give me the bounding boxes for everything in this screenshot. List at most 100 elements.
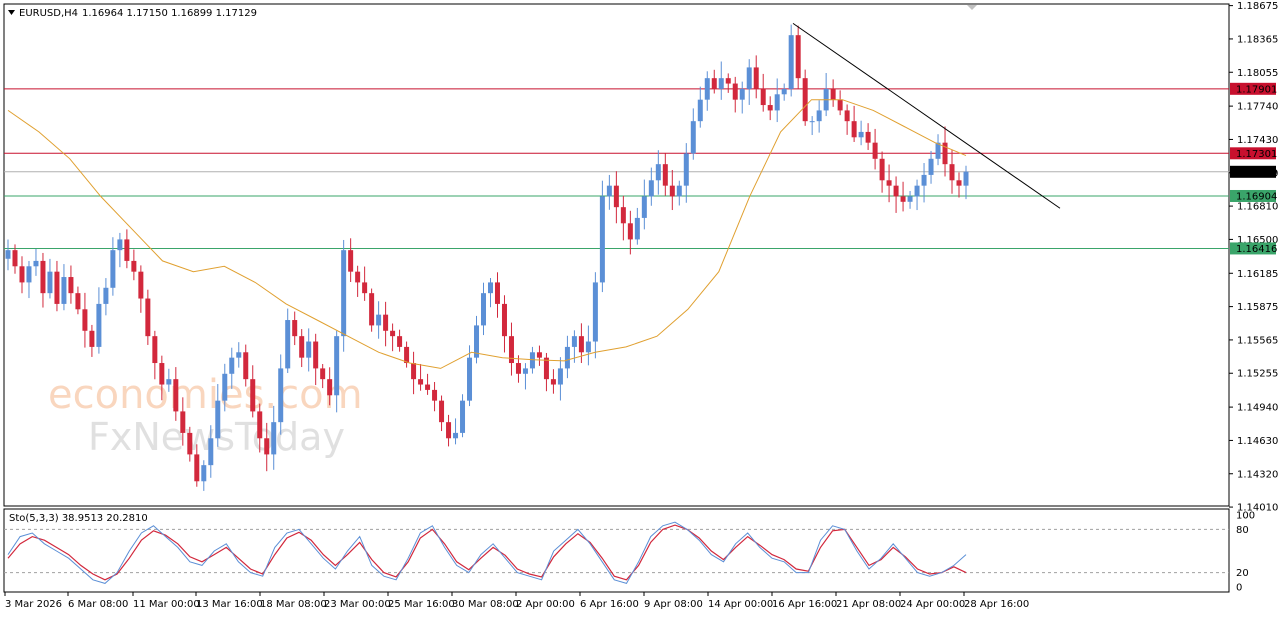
candle-body: [613, 185, 619, 208]
time-tick-label: 28 Apr 16:00: [964, 599, 1029, 610]
candle-body: [501, 303, 507, 337]
candle-body: [543, 357, 549, 380]
stoch-level-label: 20: [1236, 568, 1249, 579]
candle-body: [676, 185, 682, 197]
time-tick-label: 25 Mar 16:00: [388, 599, 455, 610]
time-tick-label: 16 Apr 16:00: [772, 599, 837, 610]
candle-body: [711, 78, 717, 89]
candle-body: [900, 196, 906, 202]
candle-body: [131, 260, 137, 272]
candle-body: [341, 250, 347, 337]
price-tick-label: 1.16185: [1237, 269, 1278, 280]
price-level-tags: 1.17901 1.17301 1.17129 1.16904 1.16416: [1230, 82, 1277, 255]
candle-body: [285, 320, 291, 369]
watermark: economies.com FxNewsToday: [48, 372, 363, 459]
candle-body: [809, 121, 815, 123]
candle-body: [19, 266, 25, 283]
candle-body: [634, 217, 640, 240]
candle-body: [592, 282, 598, 342]
candle-body: [956, 180, 962, 186]
price-level-tag: [1230, 147, 1276, 160]
candle-body: [327, 379, 333, 396]
candle-body: [844, 110, 850, 122]
candle-body: [697, 99, 703, 122]
candle-body: [963, 171, 969, 186]
price-tick-label: 1.14320: [1237, 469, 1278, 480]
candle-body: [194, 454, 200, 482]
time-tick-label: 2 Apr 00:00: [516, 599, 575, 610]
candle-body: [453, 432, 459, 439]
price-tick-label: 1.17430: [1237, 135, 1278, 146]
candle-body: [432, 389, 438, 401]
candle-body: [152, 336, 158, 364]
candle-body: [110, 250, 116, 288]
candle-body: [830, 88, 836, 100]
price-tick-label: 1.14940: [1237, 403, 1278, 414]
candle-body: [75, 293, 81, 310]
candle-body: [299, 336, 305, 358]
stoch-signal-line: [7, 524, 967, 581]
candle-body: [215, 400, 221, 439]
candle-body: [348, 250, 354, 272]
candle-body: [914, 185, 920, 197]
moving-average-line: [7, 99, 967, 369]
scroll-marker-icon: [967, 5, 977, 10]
candle-body: [313, 341, 319, 369]
candle-body: [669, 185, 675, 197]
candle-body: [571, 336, 577, 347]
time-tick-label: 23 Mar 00:00: [324, 599, 391, 610]
price-tick-label: 1.18055: [1237, 68, 1278, 79]
candle-body: [627, 223, 633, 240]
candle-body: [61, 277, 67, 304]
candle-body: [306, 341, 312, 358]
candle-body: [690, 121, 696, 154]
candle-body: [886, 180, 892, 186]
candle-body: [243, 352, 249, 380]
price-tick-label: 1.18675: [1237, 1, 1278, 12]
candle-body: [508, 336, 514, 364]
candle-body: [40, 260, 46, 294]
candle-body: [795, 35, 801, 79]
candle-body: [362, 282, 368, 294]
candle-body: [599, 196, 605, 283]
descending-trendline: [792, 22, 1061, 209]
candle-body: [732, 83, 738, 100]
candle-body: [103, 287, 109, 304]
price-level-tag: [1230, 82, 1276, 95]
price-levels: [4, 88, 1229, 249]
candle-body: [250, 379, 256, 412]
candle-body: [760, 88, 766, 106]
candle-body: [460, 400, 466, 433]
candle-body: [320, 368, 326, 380]
candle-body: [662, 164, 668, 186]
candle-body: [278, 368, 284, 423]
candles: [5, 24, 969, 491]
candle-body: [12, 250, 18, 267]
candle-body: [439, 400, 445, 423]
candle-body: [383, 314, 389, 331]
price-level-label: 1.16904: [1236, 191, 1277, 202]
candle-body: [474, 325, 480, 358]
candle-body: [907, 196, 913, 202]
candle-body: [397, 336, 403, 347]
candle-body: [418, 379, 424, 385]
candle-body: [704, 78, 710, 100]
candle-body: [494, 282, 500, 304]
time-tick-label: 9 Apr 08:00: [644, 599, 703, 610]
candle-body: [879, 158, 885, 181]
price-axis: 1.18675 1.18365 1.18055 1.17740 1.17430 1.171…: [1229, 1, 1278, 514]
candle-body: [159, 363, 165, 385]
stoch-label: Sto(5,3,3) 38.9513 20.2810: [9, 513, 148, 524]
candle-body: [746, 67, 752, 89]
candle-body: [655, 164, 661, 181]
candle-body: [522, 368, 528, 374]
candle-body: [557, 368, 563, 385]
symbol-dropdown-icon[interactable]: [8, 10, 15, 15]
candle-body: [585, 341, 591, 353]
candle-body: [376, 314, 382, 326]
candle-body: [292, 320, 298, 337]
candle-body: [201, 465, 207, 482]
price-level-tag: [1230, 189, 1276, 202]
candle-body: [942, 142, 948, 165]
candle-body: [222, 373, 228, 401]
